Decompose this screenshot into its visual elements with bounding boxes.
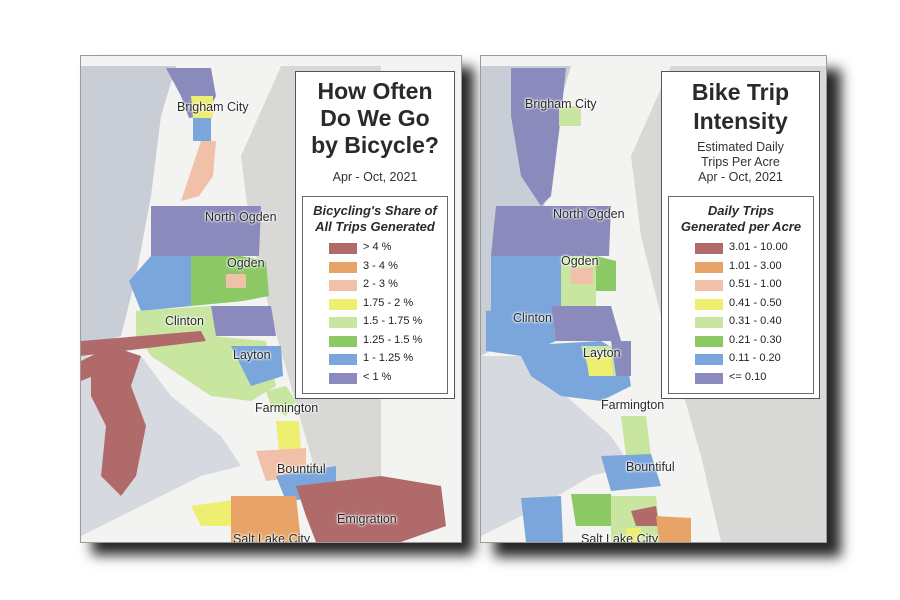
- city-label-emigration: Emigration: [337, 512, 397, 526]
- great-salt-lake: [81, 66, 176, 356]
- right-legend-panel: Bike Trip Intensity Estimated Daily Trip…: [661, 71, 820, 399]
- left-map-title: How Often Do We Go by Bicycle?: [296, 78, 454, 159]
- left-legend-swatch: [329, 280, 357, 291]
- right-legend-label: 0.31 - 0.40: [729, 315, 782, 327]
- right-title-line-2: Intensity: [693, 108, 788, 134]
- left-legend-label: < 1 %: [363, 370, 392, 383]
- city-label-farmington: Farmington: [601, 398, 665, 412]
- right-legend-swatch: [695, 335, 723, 347]
- right-legend-label: 0.11 - 0.20: [729, 352, 781, 364]
- left-title-line-2: Do We Go: [320, 105, 430, 131]
- right-map-subtitle: Estimated Daily Trips Per Acre Apr - Oct…: [662, 140, 819, 185]
- right-legend-swatch: [695, 354, 723, 365]
- right-legend-swatch: [695, 243, 723, 254]
- left-legend-label: 2 - 3 %: [363, 278, 398, 290]
- left-legend-swatch: [329, 372, 357, 384]
- right-subtitle-line-3: Apr - Oct, 2021: [698, 170, 783, 184]
- left-map-panel: Brigham City North Ogden Ogden Clinton L…: [80, 55, 462, 543]
- right-legend-title-line-2: Generated per Acre: [680, 219, 802, 234]
- left-map-subtitle: Apr - Oct, 2021: [332, 170, 418, 184]
- right-legend-label: 0.41 - 0.50: [729, 296, 782, 309]
- city-label-ogden: Ogden: [227, 256, 265, 270]
- right-map-title: Bike Trip Intensity: [662, 78, 819, 136]
- left-legend-swatch: [329, 261, 357, 273]
- city-label-bountiful: Bountiful: [277, 462, 326, 476]
- city-label-salt-lake-city: Salt Lake City: [233, 532, 311, 543]
- city-label-clinton: Clinton: [513, 311, 552, 325]
- left-legend-swatch: [329, 317, 357, 328]
- left-legend-label: 1.25 - 1.5 %: [363, 333, 423, 346]
- city-label-brigham-city: Brigham City: [177, 100, 249, 114]
- city-label-bountiful: Bountiful: [626, 460, 675, 474]
- right-region-polygons: [486, 68, 691, 542]
- city-label-farmington: Farmington: [255, 401, 319, 415]
- city-label-clinton: Clinton: [165, 314, 204, 328]
- left-legend-title-line-1: Bicycling's Share of: [313, 203, 437, 218]
- left-legend-label: 1 - 1.25 %: [363, 352, 414, 364]
- right-subtitle-line-2: Trips Per Acre: [701, 155, 780, 169]
- right-legend-swatch: [695, 298, 723, 310]
- right-subtitle-line-1: Estimated Daily: [697, 140, 784, 154]
- left-legend-title: Bicycling's Share of All Trips Generated: [303, 203, 447, 235]
- right-legend-label: 3.01 - 10.00: [729, 241, 788, 253]
- left-title-line-3: by Bicycle?: [311, 132, 439, 158]
- right-title-line-1: Bike Trip: [691, 79, 790, 105]
- right-legend-swatch: [695, 261, 723, 273]
- left-title-line-1: How Often: [317, 78, 433, 104]
- right-legend-swatch: [695, 280, 723, 291]
- left-legend-box: Bicycling's Share of All Trips Generated…: [302, 196, 448, 394]
- right-legend-swatch: [695, 317, 723, 328]
- left-legend-swatch: [329, 354, 357, 365]
- left-legend-panel: How Often Do We Go by Bicycle? Apr - Oct…: [295, 71, 455, 399]
- city-label-north-ogden: North Ogden: [205, 210, 277, 224]
- city-label-salt-lake-city: Salt Lake City: [581, 532, 659, 543]
- right-legend-label: 1.01 - 3.00: [729, 259, 782, 272]
- right-map-panel: Brigham City North Ogden Ogden Clinton L…: [480, 55, 827, 543]
- right-legend-box: Daily Trips Generated per Acre 3.01 - 10…: [668, 196, 814, 394]
- right-legend-label: 0.51 - 1.00: [729, 278, 782, 290]
- right-legend-label: <= 0.10: [729, 370, 767, 383]
- left-region-polygons: [81, 68, 446, 542]
- left-legend-swatch: [329, 243, 357, 254]
- city-label-brigham-city: Brigham City: [525, 97, 597, 111]
- city-label-layton: Layton: [233, 348, 271, 362]
- left-legend-swatch: [329, 298, 357, 310]
- left-legend-label: > 4 %: [363, 241, 392, 253]
- city-label-north-ogden: North Ogden: [553, 207, 625, 221]
- left-legend-label: 1.5 - 1.75 %: [363, 315, 423, 327]
- right-legend-label: 0.21 - 0.30: [729, 333, 782, 346]
- city-label-layton: Layton: [583, 346, 621, 360]
- city-label-ogden: Ogden: [561, 254, 599, 268]
- left-legend-label: 1.75 - 2 %: [363, 296, 414, 309]
- right-legend-title: Daily Trips Generated per Acre: [669, 203, 813, 235]
- right-legend-swatch: [695, 372, 723, 384]
- left-legend-title-line-2: All Trips Generated: [315, 219, 435, 234]
- left-legend-swatch: [329, 335, 357, 347]
- lake-south: [481, 356, 631, 536]
- left-legend-label: 3 - 4 %: [363, 259, 398, 272]
- right-legend-title-line-1: Daily Trips: [707, 203, 775, 218]
